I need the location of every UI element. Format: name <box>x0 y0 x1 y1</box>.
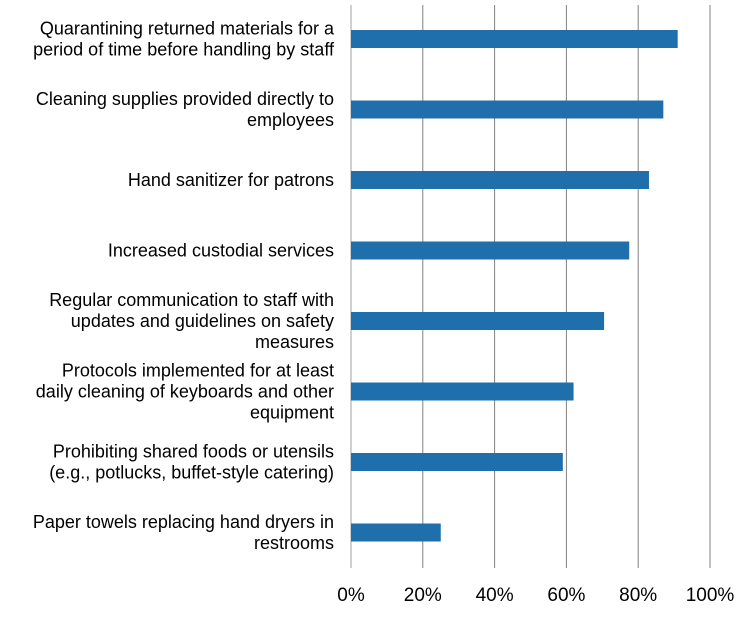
category-label-0-line-1: period of time before handling by staff <box>33 40 335 60</box>
x-tick-label-0: 0% <box>337 585 365 606</box>
category-label-2-line-0: Hand sanitizer for patrons <box>128 170 334 190</box>
gridlines <box>350 5 711 568</box>
x-tick-label-5: 100% <box>686 585 735 606</box>
category-label-4-line-1: updates and guidelines on safety <box>71 311 334 331</box>
category-label-5-line-1: daily cleaning of keyboards and other <box>36 382 334 402</box>
category-label-6-line-0: Prohibiting shared foods or utensils <box>53 442 334 462</box>
bar-2 <box>351 171 649 189</box>
bar-5 <box>351 382 574 401</box>
category-label-4-line-2: measures <box>255 332 334 352</box>
bars <box>351 30 678 542</box>
category-label-5-line-2: equipment <box>250 403 334 423</box>
category-labels: Quarantining returned materials for aper… <box>33 19 335 554</box>
bar-7 <box>351 523 441 542</box>
bar-1 <box>351 100 664 119</box>
x-tick-label-1: 20% <box>404 585 442 606</box>
category-label-6-line-1: (e.g., potlucks, buffet-style catering) <box>49 463 334 483</box>
category-label-0-line-0: Quarantining returned materials for a <box>40 19 335 39</box>
category-label-7-line-1: restrooms <box>254 533 334 553</box>
category-label-4-line-0: Regular communication to staff with <box>49 290 334 310</box>
bar-0 <box>351 30 678 48</box>
category-label-1-line-1: employees <box>247 110 334 130</box>
bar-6 <box>351 453 563 471</box>
x-tick-label-3: 60% <box>547 585 585 606</box>
bar-3 <box>351 241 630 260</box>
x-tick-label-2: 40% <box>476 585 514 606</box>
x-axis-tick-labels: 0% 20% 40% 60% 80% 100% <box>337 585 734 606</box>
category-label-3-line-0: Increased custodial services <box>108 241 334 261</box>
bar-4 <box>351 312 605 330</box>
category-label-1-line-0: Cleaning supplies provided directly to <box>36 89 334 109</box>
x-tick-label-4: 80% <box>619 585 657 606</box>
category-label-7-line-0: Paper towels replacing hand dryers in <box>33 512 334 532</box>
category-label-5-line-0: Protocols implemented for at least <box>62 361 334 381</box>
